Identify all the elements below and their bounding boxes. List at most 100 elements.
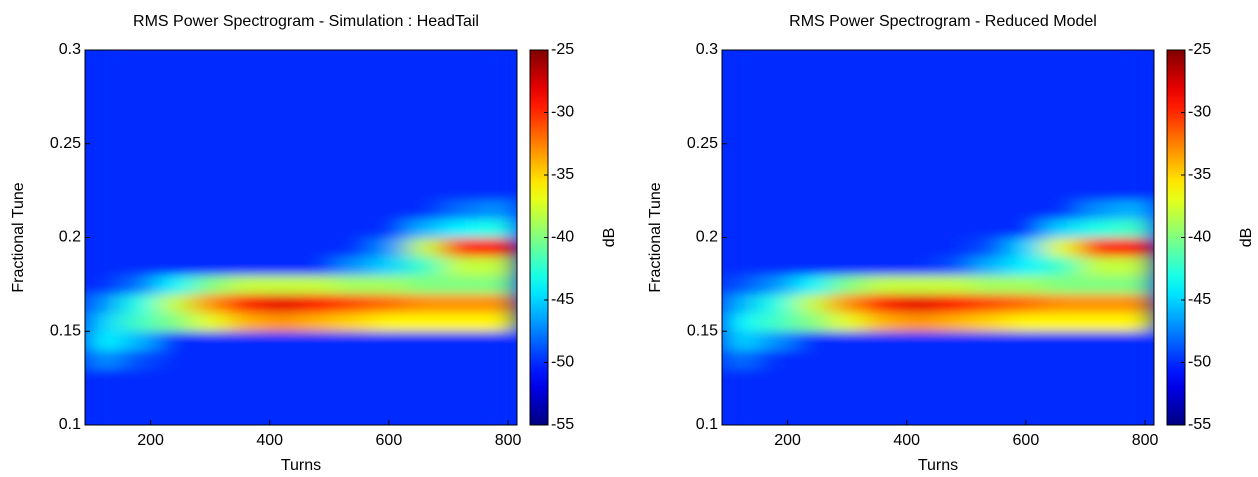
heatmap-cell — [335, 368, 372, 388]
heatmap-cell — [85, 50, 122, 70]
heatmap-cell — [299, 312, 336, 332]
heatmap-cell — [757, 218, 795, 238]
heatmap-cell — [1079, 181, 1116, 201]
heatmap-cell — [156, 218, 193, 238]
heatmap-cell — [1008, 87, 1045, 107]
heatmap-cell — [192, 293, 229, 313]
heatmap-cell — [936, 293, 973, 313]
heatmap-cell — [85, 125, 122, 145]
heatmap-cell — [406, 350, 444, 370]
heatmap-cell — [936, 181, 973, 201]
heatmap-cell — [1115, 237, 1154, 257]
heatmap-cell — [757, 350, 795, 370]
y-axis-label: Fractional Tune — [647, 182, 664, 292]
heatmap-cell — [85, 181, 122, 201]
heatmap-cell — [299, 406, 336, 425]
heatmap-cell — [865, 50, 902, 70]
colorbar-tick-label: -35 — [1188, 166, 1211, 183]
heatmap-cell — [757, 312, 795, 332]
heatmap-cell — [793, 162, 830, 182]
heatmap-cell — [1043, 181, 1081, 201]
heatmap-cell — [371, 68, 408, 88]
x-tick-label: 200 — [774, 432, 801, 449]
heatmap-cell — [1079, 293, 1116, 313]
heatmap-cell — [478, 293, 517, 313]
colorbar-tick-label: -25 — [1188, 41, 1211, 58]
heatmap-cell — [85, 256, 122, 276]
heatmap-cell — [1115, 387, 1154, 407]
heatmap-cell — [478, 256, 517, 276]
heatmap-cell — [757, 106, 795, 126]
heatmap-cell — [156, 312, 193, 332]
heatmap-cell — [900, 275, 938, 295]
heatmap-cell — [900, 237, 938, 257]
colorbar-tick-label: -55 — [1188, 416, 1211, 433]
heatmap-cell — [299, 237, 336, 257]
heatmap-cell — [406, 87, 444, 107]
heatmap-cell — [120, 350, 158, 370]
heatmap-cell — [156, 143, 193, 163]
heatmap-cell — [972, 50, 1009, 70]
heatmap-cell — [793, 143, 830, 163]
heatmap-cell — [1043, 275, 1081, 295]
heatmap-cell — [757, 200, 795, 220]
heatmap-cell — [156, 68, 193, 88]
heatmap-cell — [829, 275, 866, 295]
heatmap-cell — [228, 331, 265, 351]
heatmap-cell — [335, 387, 372, 407]
heatmap-cell — [478, 50, 517, 70]
heatmap-cell — [192, 312, 229, 332]
heatmap-cell — [1115, 406, 1154, 425]
heatmap-cell — [793, 218, 830, 238]
heatmap-cell — [722, 275, 759, 295]
heatmap-cell — [972, 406, 1009, 425]
heatmap-cell — [1008, 50, 1045, 70]
heatmap-cell — [1079, 200, 1116, 220]
heatmap-cell — [120, 331, 158, 351]
heatmap-cell — [722, 237, 759, 257]
heatmap-cell — [793, 387, 830, 407]
heatmap-cell — [1008, 106, 1045, 126]
heatmap-cell — [442, 125, 479, 145]
heatmap-cell — [156, 256, 193, 276]
heatmap-cell — [263, 181, 301, 201]
heatmap-cell — [371, 293, 408, 313]
heatmap-cell — [757, 293, 795, 313]
heatmap-cell — [1043, 125, 1081, 145]
heatmap-cell — [478, 106, 517, 126]
heatmap-cell — [972, 218, 1009, 238]
heatmap-cell — [865, 181, 902, 201]
heatmap-cell — [299, 143, 336, 163]
heatmap-cell — [85, 237, 122, 257]
heatmap-cell — [900, 162, 938, 182]
heatmap-cell — [120, 181, 158, 201]
heatmap-cell — [793, 50, 830, 70]
heatmap-cell — [335, 275, 372, 295]
heatmap-cell — [371, 275, 408, 295]
heatmap-cell — [1115, 50, 1154, 70]
heatmap-cell — [829, 312, 866, 332]
heatmap-cell — [936, 87, 973, 107]
heatmap-cell — [829, 50, 866, 70]
heatmap-cell — [900, 218, 938, 238]
heatmap-cell — [156, 125, 193, 145]
x-axis-label: Turns — [281, 457, 321, 474]
heatmap-cell — [335, 50, 372, 70]
heatmap-cell — [936, 275, 973, 295]
heatmap-cell — [1115, 106, 1154, 126]
heatmap-cell — [263, 162, 301, 182]
heatmap-cell — [936, 143, 973, 163]
heatmap-cell — [1043, 387, 1081, 407]
heatmap-cell — [722, 50, 759, 70]
heatmap-cell — [192, 87, 229, 107]
heatmap-cell — [120, 368, 158, 388]
heatmap-cell — [936, 312, 973, 332]
heatmap-cell — [900, 350, 938, 370]
heatmap-cell — [865, 350, 902, 370]
heatmap-cell — [1115, 87, 1154, 107]
heatmap-cell — [228, 218, 265, 238]
heatmap-cell — [299, 368, 336, 388]
heatmap-cell — [478, 143, 517, 163]
heatmap-cell — [299, 350, 336, 370]
heatmap-cell — [865, 200, 902, 220]
